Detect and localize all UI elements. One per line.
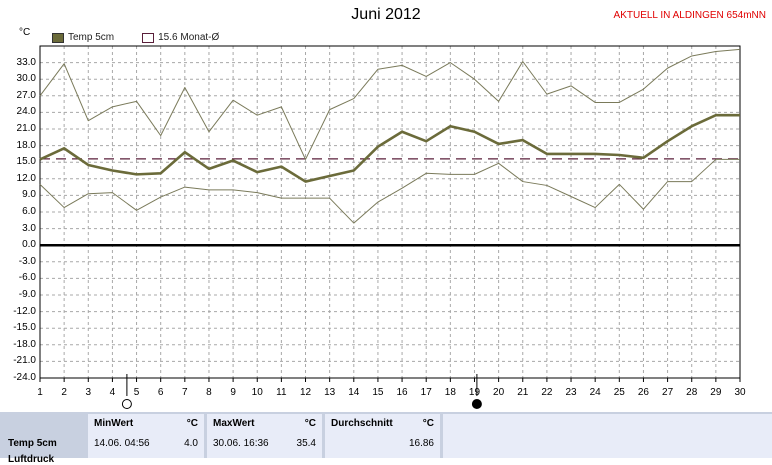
stats-min-cell: MinWert °C 14.06. 04:56 4.0: [88, 414, 204, 458]
y-tick-label: 21.0: [16, 123, 36, 134]
x-tick-label: 24: [589, 387, 601, 398]
y-tick-label: 12.0: [16, 172, 36, 184]
stats-min-unit: °C: [186, 418, 198, 429]
x-tick-label: 14: [348, 387, 360, 398]
y-tick-label: 6.0: [22, 206, 36, 217]
x-tick-label: 28: [686, 387, 698, 398]
x-tick-label: 1: [37, 387, 43, 398]
x-tick-label: 5: [133, 387, 140, 398]
y-tick-label: 18.0: [16, 139, 36, 151]
x-tick-label: 18: [444, 387, 456, 398]
legend: Temp 5cm 15.6 Monat-Ø: [52, 32, 247, 43]
x-tick-label: 23: [565, 387, 577, 398]
stats-min-header: MinWert: [94, 418, 134, 429]
x-tick-label: 8: [206, 387, 212, 398]
x-tick-label: 22: [541, 387, 553, 398]
legend-item-mean: 15.6 Monat-Ø: [142, 32, 219, 43]
x-tick-label: 19: [468, 387, 481, 398]
plot-frame: [39, 45, 741, 379]
y-tick-label: 30.0: [16, 73, 36, 85]
location-badge: AKTUELL IN ALDINGEN 654mNN: [613, 10, 766, 21]
chart-title: Juni 2012: [351, 6, 421, 23]
y-tick-label: 15.0: [16, 156, 36, 168]
full-moon-icon: [471, 399, 482, 409]
y-tick-label: 0.0: [22, 239, 36, 251]
stats-row-label: Temp 5cm: [8, 438, 57, 449]
y-tick-label: 27.0: [16, 89, 36, 101]
x-tick-label: 21: [517, 387, 529, 398]
x-tick-label: 25: [613, 387, 625, 398]
x-tick-label: 15: [372, 387, 384, 398]
legend-label-mean: 15.6 Monat-Ø: [158, 32, 220, 43]
x-tick-label: 20: [493, 387, 505, 398]
x-tick-label: 29: [710, 387, 722, 398]
y-tick-label: -24.0: [13, 372, 36, 383]
series-line-temp: [39, 113, 740, 183]
stats-row-label-2: Luftdruck: [8, 454, 55, 465]
y-tick-label: -6.0: [18, 272, 36, 284]
x-tick-label: 2: [61, 387, 67, 398]
y-tick-label: 3.0: [22, 222, 36, 234]
x-tick-label: 10: [251, 387, 263, 398]
x-tick-label: 9: [230, 387, 236, 398]
stats-min-time: 14.06. 04:56: [94, 438, 150, 449]
chart-area: Juni 2012 AKTUELL IN ALDINGEN 654mNN °C …: [13, 6, 766, 409]
y-tick-label: -18.0: [13, 338, 36, 350]
y-tick-label: 9.0: [22, 189, 36, 201]
stats-panel: Temp 5cm Luftdruck MinWert °C 14.06. 04:…: [0, 412, 772, 465]
x-tick-label: 27: [662, 387, 674, 398]
y-tick-label: -9.0: [18, 289, 36, 300]
stats-avg-unit: °C: [422, 418, 434, 429]
stats-max-header: MaxWert: [213, 418, 255, 429]
stats-max-unit: °C: [304, 418, 316, 429]
y-tick-label: -12.0: [13, 305, 36, 317]
y-unit-label: °C: [19, 27, 31, 38]
stats-empty-cell: [443, 414, 772, 458]
chart-svg: [39, 45, 741, 409]
y-tick-label: 24.0: [16, 106, 36, 118]
stats-max-time: 30.06. 16:36: [213, 438, 269, 449]
x-tick-label: 17: [420, 387, 432, 398]
stats-avg-header: Durchschnitt: [331, 418, 393, 429]
x-tick-label: 26: [637, 387, 649, 398]
x-tick-label: 4: [109, 387, 116, 398]
stats-avg-value: 16.86: [408, 438, 434, 449]
stats-max-value: 35.4: [296, 438, 316, 449]
legend-item-temp: Temp 5cm: [52, 32, 114, 43]
x-tick-label: 30: [734, 387, 746, 398]
x-tick-label: 16: [396, 387, 408, 398]
new-moon-icon: [121, 399, 132, 409]
series-line-max: [39, 48, 741, 160]
x-tick-label: 11: [276, 387, 287, 398]
x-tick-label: 13: [324, 387, 336, 398]
stats-max-cell: MaxWert °C 30.06. 16:36 35.4: [207, 414, 322, 458]
legend-swatch-temp: [52, 32, 64, 43]
x-tick-label: 6: [157, 387, 164, 398]
y-tick-label: -21.0: [13, 355, 36, 367]
legend-label-temp: Temp 5cm: [68, 32, 115, 43]
x-tick-label: 3: [85, 387, 92, 398]
x-tick-label: 7: [182, 387, 188, 398]
y-tick-label: -3.0: [18, 255, 36, 267]
legend-swatch-mean: [142, 32, 155, 43]
stats-min-value: 4.0: [184, 438, 198, 449]
y-tick-label: -15.0: [13, 322, 36, 334]
series-line-min: [39, 158, 740, 224]
y-tick-label: 33.0: [16, 56, 36, 68]
stats-avg-cell: Durchschnitt °C 16.86: [325, 414, 440, 458]
x-tick-label: 12: [299, 387, 312, 398]
